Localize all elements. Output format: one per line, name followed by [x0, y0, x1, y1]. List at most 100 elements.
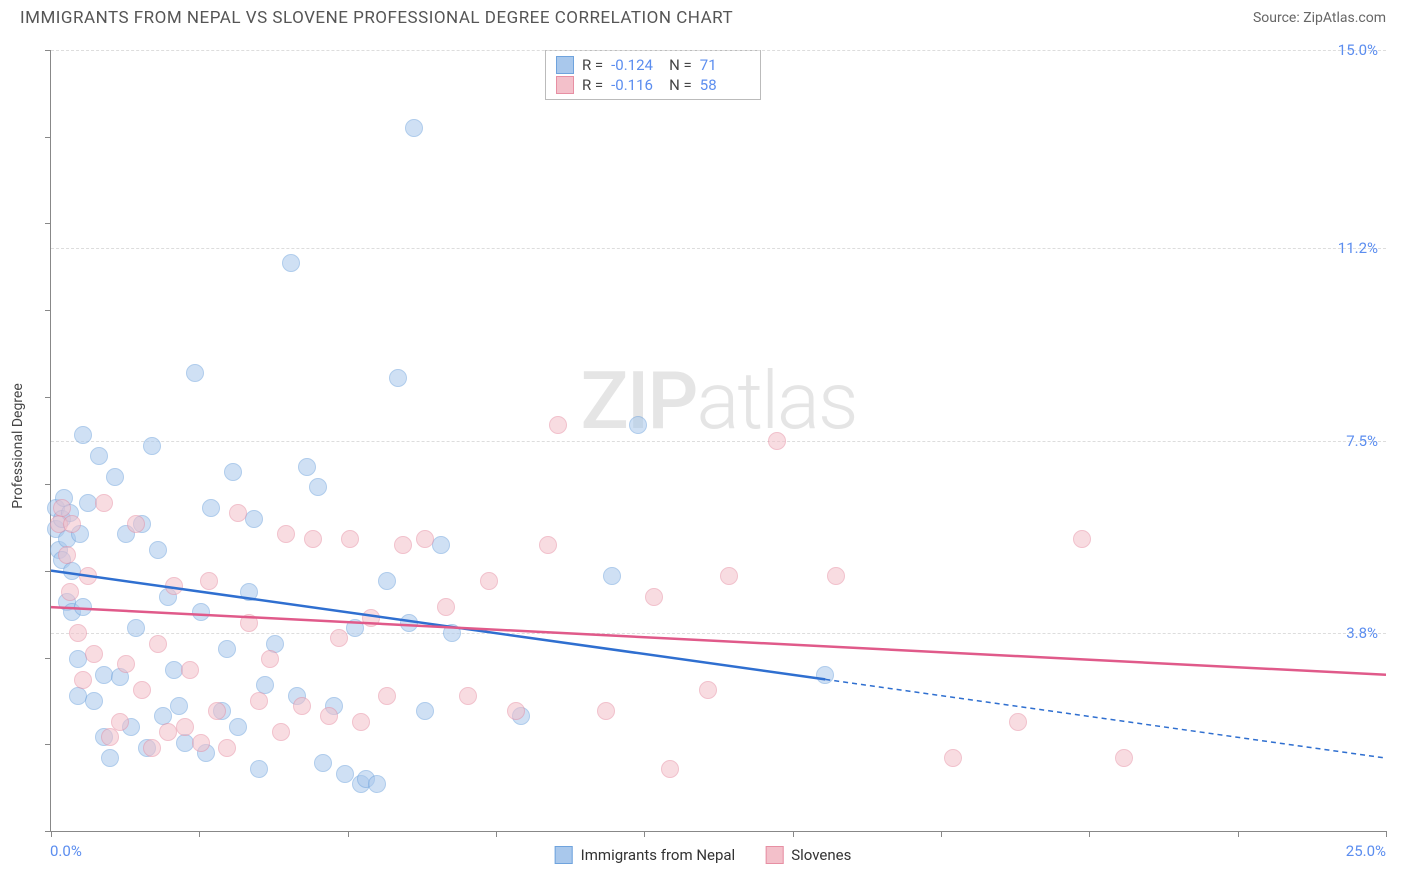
data-point-nepal	[629, 416, 647, 434]
data-point-nepal	[389, 369, 407, 387]
n-value-nepal: 71	[700, 56, 750, 74]
data-point-slovenes	[111, 713, 129, 731]
grid-line	[51, 633, 1386, 634]
x-tick	[348, 831, 349, 837]
data-point-slovenes	[437, 598, 455, 616]
x-tick	[1386, 831, 1387, 837]
trend-line-extrapolated-nepal	[825, 679, 1386, 758]
grid-line	[51, 248, 1386, 249]
data-point-nepal	[245, 510, 263, 528]
data-point-nepal	[90, 447, 108, 465]
data-point-nepal	[298, 458, 316, 476]
data-point-nepal	[85, 692, 103, 710]
watermark-bold: ZIP	[581, 354, 697, 448]
y-tick	[45, 397, 51, 398]
data-point-nepal	[202, 499, 220, 517]
data-point-nepal	[405, 119, 423, 137]
data-point-slovenes	[58, 546, 76, 564]
data-point-slovenes	[827, 567, 845, 585]
n-value-slovenes: 58	[700, 76, 750, 94]
data-point-slovenes	[1009, 713, 1027, 731]
x-tick	[199, 831, 200, 837]
x-tick	[793, 831, 794, 837]
data-point-nepal	[106, 468, 124, 486]
data-point-nepal	[192, 603, 210, 621]
data-point-slovenes	[272, 723, 290, 741]
data-point-slovenes	[394, 536, 412, 554]
data-point-slovenes	[63, 515, 81, 533]
data-point-nepal	[101, 749, 119, 767]
data-point-slovenes	[143, 739, 161, 757]
data-point-slovenes	[165, 577, 183, 595]
data-point-slovenes	[69, 624, 87, 642]
data-point-slovenes	[149, 635, 167, 653]
data-point-slovenes	[79, 567, 97, 585]
source-attribution: Source: ZipAtlas.com	[1253, 10, 1386, 26]
data-point-nepal	[218, 640, 236, 658]
data-point-nepal	[149, 541, 167, 559]
legend-label-slovenes: Slovenes	[791, 846, 851, 864]
y-tick	[45, 137, 51, 138]
y-tick	[45, 571, 51, 572]
data-point-slovenes	[352, 713, 370, 731]
data-point-nepal	[309, 478, 327, 496]
data-point-slovenes	[200, 572, 218, 590]
data-point-slovenes	[117, 655, 135, 673]
legend-item-slovenes: Slovenes	[765, 846, 851, 864]
y-tick-label: 3.8%	[1346, 624, 1378, 642]
data-point-slovenes	[549, 416, 567, 434]
data-point-nepal	[336, 765, 354, 783]
legend-swatch-nepal	[555, 846, 573, 864]
data-point-slovenes	[176, 718, 194, 736]
data-point-slovenes	[416, 530, 434, 548]
y-tick	[45, 50, 51, 51]
y-tick	[45, 658, 51, 659]
data-point-slovenes	[645, 588, 663, 606]
legend-label-nepal: Immigrants from Nepal	[581, 846, 736, 864]
data-point-nepal	[314, 754, 332, 772]
stats-row-nepal: R =-0.124N =71	[556, 55, 750, 75]
n-label: N =	[669, 56, 692, 74]
data-point-slovenes	[61, 583, 79, 601]
data-point-slovenes	[362, 609, 380, 627]
data-point-slovenes	[127, 515, 145, 533]
y-tick	[45, 484, 51, 485]
data-point-slovenes	[459, 687, 477, 705]
data-point-slovenes	[507, 702, 525, 720]
x-tick	[1089, 831, 1090, 837]
y-tick	[45, 223, 51, 224]
data-point-nepal	[74, 426, 92, 444]
data-point-slovenes	[341, 530, 359, 548]
data-point-slovenes	[293, 697, 311, 715]
x-tick	[1238, 831, 1239, 837]
stats-legend-box: R =-0.124N =71R =-0.116N =58	[545, 50, 761, 100]
data-point-nepal	[416, 702, 434, 720]
data-point-nepal	[603, 567, 621, 585]
x-axis-max-label: 25.0%	[1346, 842, 1386, 860]
data-point-slovenes	[304, 530, 322, 548]
data-point-nepal	[127, 619, 145, 637]
data-point-slovenes	[229, 504, 247, 522]
data-point-nepal	[250, 760, 268, 778]
y-tick-label: 15.0%	[1338, 41, 1378, 59]
data-point-slovenes	[378, 687, 396, 705]
r-value-slovenes: -0.116	[611, 76, 661, 94]
data-point-slovenes	[85, 645, 103, 663]
data-point-nepal	[816, 666, 834, 684]
r-value-nepal: -0.124	[611, 56, 661, 74]
x-tick	[644, 831, 645, 837]
x-axis-min-label: 0.0%	[50, 842, 82, 860]
data-point-slovenes	[480, 572, 498, 590]
chart-title: IMMIGRANTS FROM NEPAL VS SLOVENE PROFESS…	[20, 8, 733, 28]
swatch-slovenes	[556, 76, 574, 94]
y-tick-label: 11.2%	[1338, 239, 1378, 257]
y-tick	[45, 310, 51, 311]
data-point-slovenes	[699, 681, 717, 699]
data-point-nepal	[378, 572, 396, 590]
data-point-slovenes	[277, 525, 295, 543]
x-tick	[496, 831, 497, 837]
data-point-slovenes	[1073, 530, 1091, 548]
data-point-nepal	[282, 254, 300, 272]
data-point-slovenes	[768, 432, 786, 450]
data-point-slovenes	[192, 734, 210, 752]
